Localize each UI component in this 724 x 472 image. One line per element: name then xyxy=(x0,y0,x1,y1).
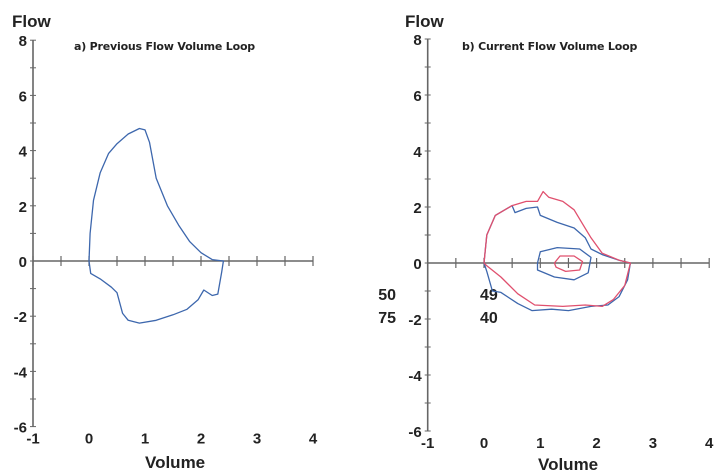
x-tick-label: 3 xyxy=(253,431,261,448)
x-tick-label: 2 xyxy=(197,431,205,448)
x-axis-label: Volume xyxy=(538,455,598,472)
y-tick-label: 0 xyxy=(19,254,27,271)
y-tick-label: 4 xyxy=(413,144,422,161)
x-tick-label: 3 xyxy=(649,435,657,452)
x-tick-label: -1 xyxy=(26,431,39,448)
y-tick-label: 0 xyxy=(413,256,421,273)
chart-title: a) Previous Flow Volume Loop xyxy=(74,40,255,53)
series-line-2 xyxy=(536,246,592,281)
series-line-3 xyxy=(553,255,584,273)
y-tick-label: 4 xyxy=(19,144,28,161)
y-tick-label: 8 xyxy=(19,33,27,50)
x-tick-label: 2 xyxy=(592,435,600,452)
annotation-label-50: 50 xyxy=(378,287,396,304)
y-tick-label: -2 xyxy=(14,309,27,326)
annotation-value-49: 49 xyxy=(480,287,498,304)
x-tick-label: 4 xyxy=(705,435,714,452)
x-tick-label: 4 xyxy=(309,431,318,448)
y-axis-label: Flow xyxy=(12,12,51,31)
panel-current-loop: Flow b) Current Flow Volume Loop Volume … xyxy=(378,12,714,472)
x-tick-label: 0 xyxy=(480,435,488,452)
y-tick-label: 2 xyxy=(19,199,27,216)
series-line-1 xyxy=(483,190,632,308)
y-tick-label: -4 xyxy=(408,368,422,385)
series-line-0 xyxy=(483,204,632,312)
y-tick-label: 8 xyxy=(413,32,421,49)
y-axis-label: Flow xyxy=(405,12,444,31)
series-line-0 xyxy=(88,127,225,324)
annotation-value-40: 40 xyxy=(480,310,498,327)
y-tick-label: 6 xyxy=(19,88,27,105)
y-tick-label: -6 xyxy=(14,420,27,437)
x-tick-label: -1 xyxy=(421,435,434,452)
y-tick-label: 2 xyxy=(413,200,421,217)
x-tick-label: 1 xyxy=(141,431,149,448)
x-tick-label: 1 xyxy=(536,435,544,452)
y-tick-label: -4 xyxy=(14,364,28,381)
y-tick-label: 6 xyxy=(413,88,421,105)
x-axis-label: Volume xyxy=(145,453,205,472)
chart-title: b) Current Flow Volume Loop xyxy=(462,40,637,53)
panel-previous-loop: Flow a) Previous Flow Volume Loop Volume… xyxy=(12,12,318,472)
y-tick-label: -2 xyxy=(408,312,421,329)
x-tick-label: 0 xyxy=(85,431,93,448)
annotation-label-75: 75 xyxy=(378,310,396,327)
y-tick-label: -6 xyxy=(408,424,421,441)
